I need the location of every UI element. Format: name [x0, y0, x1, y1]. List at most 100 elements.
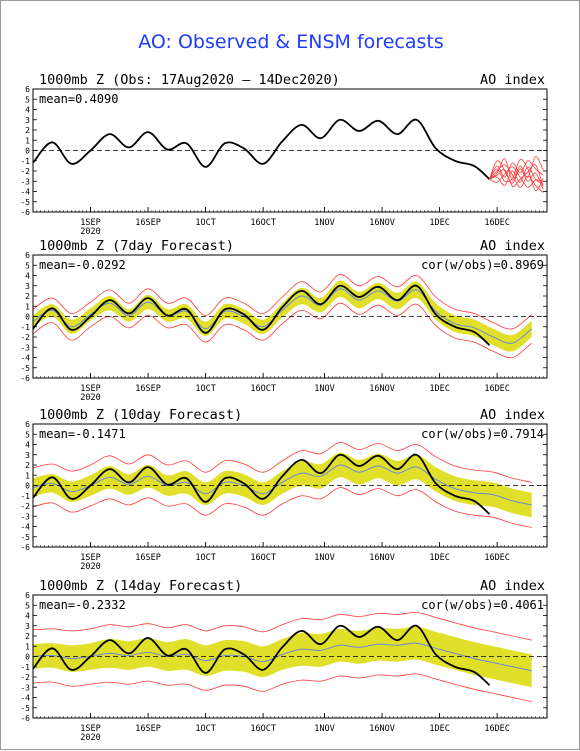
spread-band — [33, 626, 532, 688]
y-tick-label: -2 — [20, 673, 30, 682]
y-tick-label: -3 — [20, 177, 30, 186]
y-tick-label: 0 — [25, 147, 30, 156]
panel-index-label: AO index — [480, 72, 545, 88]
y-tick-label: 3 — [25, 116, 30, 125]
y-tick-label: -5 — [20, 533, 30, 542]
y-tick-label: -3 — [20, 512, 30, 521]
y-tick-label: -6 — [20, 714, 30, 723]
y-tick-label: -6 — [20, 208, 30, 217]
y-tick-label: 1 — [25, 302, 30, 311]
y-tick-label: -1 — [20, 323, 30, 332]
correlation-label: cor(w/obs)=0.4061 — [421, 598, 544, 612]
y-tick-label: -5 — [20, 364, 30, 373]
ensemble-mean-line — [32, 464, 532, 506]
y-tick-label: -1 — [20, 663, 30, 672]
y-tick-label: -4 — [20, 523, 30, 532]
x-tick-label: 1OCT — [195, 384, 215, 394]
spread-band — [33, 280, 532, 352]
y-tick-label: 6 — [25, 591, 30, 600]
panel-2: 1000mb Z (7day Forecast) AO index6543210-… — [20, 238, 548, 403]
y-tick-label: -6 — [20, 374, 30, 383]
panel-title: 1000mb Z (14day Forecast) — [39, 578, 242, 594]
y-tick-label: -4 — [20, 694, 30, 703]
x-tick-label: 16NOV — [369, 218, 395, 228]
forecast-member-line — [489, 166, 544, 188]
y-tick-label: 4 — [25, 106, 30, 115]
correlation-label: cor(w/obs)=0.8969 — [421, 258, 544, 272]
y-tick-label: -2 — [20, 167, 30, 176]
y-tick-label: -3 — [20, 343, 30, 352]
panel-index-label: AO index — [480, 238, 545, 254]
spread-band — [33, 452, 532, 518]
x-tick-label: 1NOV — [314, 218, 334, 228]
envelope-upper-line — [32, 274, 532, 330]
y-tick-label: 4 — [25, 272, 30, 281]
x-tick-label: 16OCT — [250, 553, 276, 563]
y-tick-label: 0 — [25, 653, 30, 662]
y-tick-label: 0 — [25, 482, 30, 491]
y-tick-label: 2 — [25, 461, 30, 470]
y-tick-label: 6 — [25, 420, 30, 429]
y-tick-label: 5 — [25, 261, 30, 270]
y-tick-label: -5 — [20, 704, 30, 713]
x-tick-label: 1NOV — [314, 724, 334, 734]
x-tick-label: 1OCT — [195, 553, 215, 563]
panel-title: 1000mb Z (7day Forecast) — [39, 238, 234, 254]
y-tick-label: -4 — [20, 354, 30, 363]
forecast-member-line — [489, 156, 544, 181]
panel-index-label: AO index — [480, 407, 545, 423]
y-tick-label: -2 — [20, 333, 30, 342]
x-tick-label: 1DEC — [429, 724, 449, 734]
y-tick-label: 2 — [25, 126, 30, 135]
forecast-member-line — [489, 164, 544, 193]
x-tick-label: 1NOV — [314, 384, 334, 394]
x-tick-label: 16SEP — [135, 384, 161, 394]
x-tick-label: 1SEP — [80, 218, 100, 228]
y-tick-label: 4 — [25, 441, 30, 450]
mean-label: mean=0.4090 — [39, 92, 118, 106]
x-tick-label: 1DEC — [429, 218, 449, 228]
y-tick-label: -6 — [20, 543, 30, 552]
y-tick-label: 1 — [25, 471, 30, 480]
forecast-member-line — [489, 159, 544, 191]
observed-line — [32, 284, 491, 346]
x-tick-label: 16NOV — [369, 724, 395, 734]
x-tick-label: 1SEP — [80, 553, 100, 563]
observed-line — [32, 624, 491, 686]
y-tick-label: 4 — [25, 612, 30, 621]
x-tick-label: 16SEP — [135, 724, 161, 734]
mean-label: mean=-0.0292 — [39, 258, 126, 272]
ensemble-mean-line — [32, 642, 532, 672]
x-tick-label: 16DEC — [484, 384, 510, 394]
y-tick-label: -3 — [20, 683, 30, 692]
x-year-label: 2020 — [80, 227, 100, 237]
y-tick-label: 1 — [25, 136, 30, 145]
x-tick-label: 16DEC — [484, 553, 510, 563]
panel-1: 1000mb Z (Obs: 17Aug2020 – 14Dec2020) AO … — [20, 72, 548, 237]
x-tick-label: 16SEP — [135, 553, 161, 563]
y-tick-label: 3 — [25, 622, 30, 631]
x-tick-label: 16NOV — [369, 384, 395, 394]
y-tick-label: 2 — [25, 292, 30, 301]
envelope-lower-line — [32, 302, 532, 359]
y-tick-label: 5 — [25, 430, 30, 439]
x-tick-label: 16SEP — [135, 218, 161, 228]
panel-index-label: AO index — [480, 578, 545, 594]
forecast-member-line — [489, 160, 544, 190]
ensemble-mean-line — [32, 288, 533, 344]
x-year-label: 2020 — [80, 562, 100, 572]
x-tick-label: 1OCT — [195, 724, 215, 734]
y-tick-label: 1 — [25, 642, 30, 651]
y-tick-label: 3 — [25, 451, 30, 460]
observed-line — [32, 453, 491, 515]
observed-line — [32, 118, 491, 180]
y-tick-label: -2 — [20, 502, 30, 511]
mean-label: mean=-0.2332 — [39, 598, 126, 612]
y-tick-label: -4 — [20, 188, 30, 197]
forecast-member-line — [489, 164, 544, 188]
mean-label: mean=-0.1471 — [39, 427, 126, 441]
y-tick-label: 5 — [25, 95, 30, 104]
